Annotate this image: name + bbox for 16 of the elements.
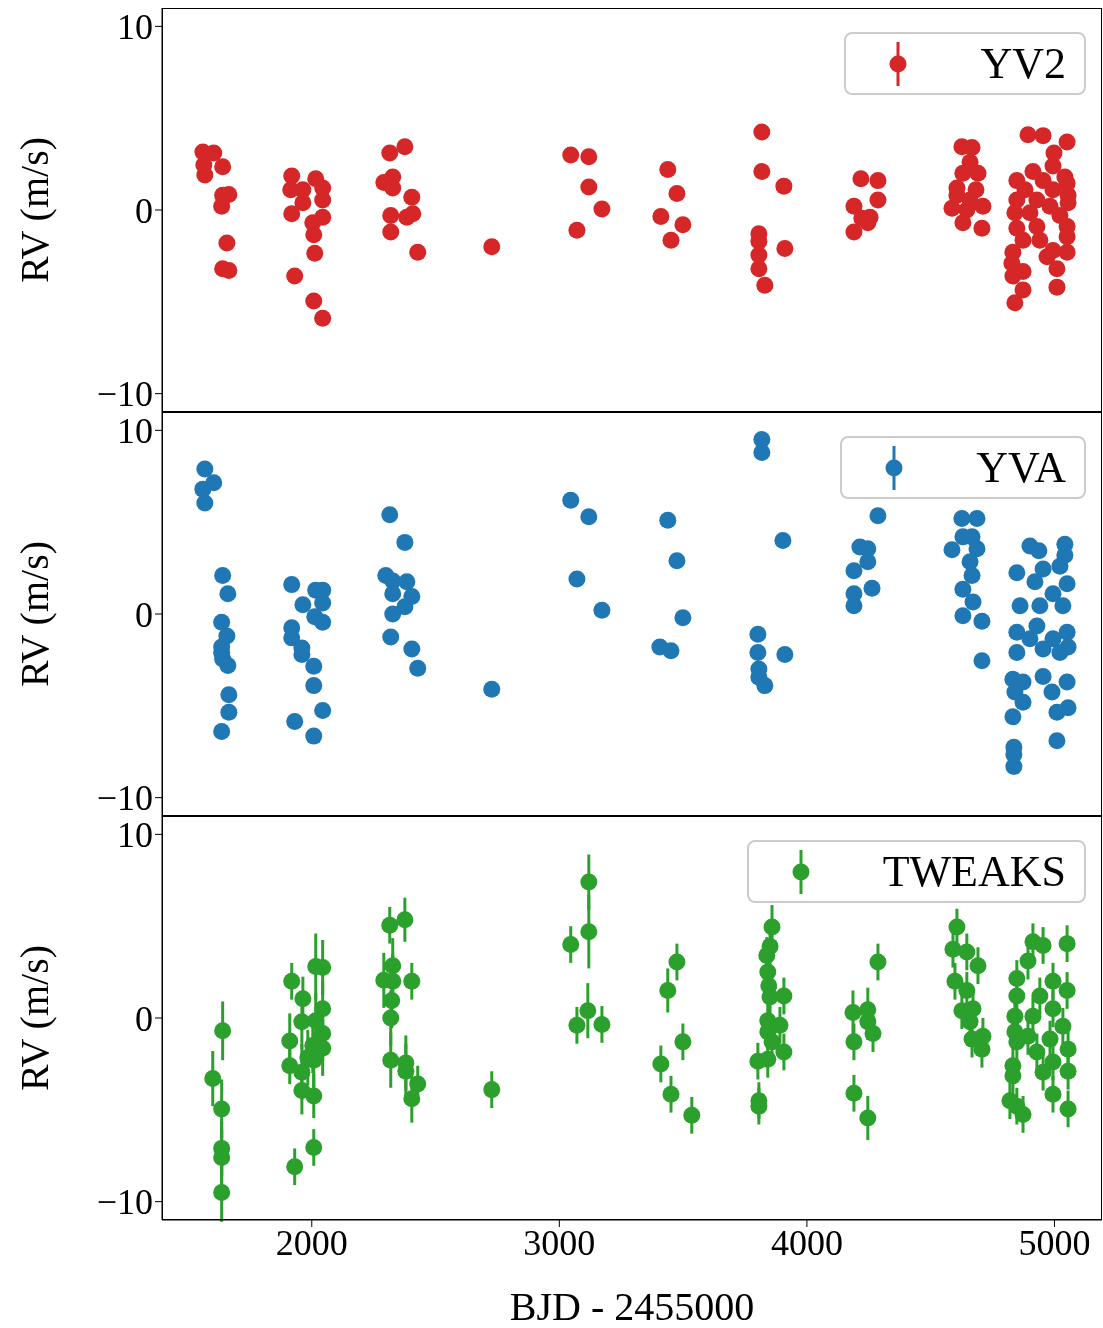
y-tick-label: 10 xyxy=(117,7,153,48)
x-tick-label: 4000 xyxy=(770,1222,843,1263)
legend-label: TWEAKS xyxy=(882,846,1066,897)
y-axis-title: RV (m/s) xyxy=(12,944,58,1092)
x-tick-label: 5000 xyxy=(1018,1222,1091,1263)
y-tick-label: −10 xyxy=(96,1182,153,1223)
y-axis-title: RV (m/s) xyxy=(12,540,58,688)
legend-label: YVA xyxy=(976,442,1066,493)
x-tick-label: 3000 xyxy=(523,1222,596,1263)
y-tick-label: 0 xyxy=(135,190,153,231)
x-axis-title: BJD - 2455000 xyxy=(509,1284,755,1328)
y-axis-title: RV (m/s) xyxy=(12,136,58,284)
x-tick-label: 2000 xyxy=(275,1222,348,1263)
y-tick-label: 0 xyxy=(135,998,153,1039)
y-tick-label: 0 xyxy=(135,594,153,635)
legend-label: YV2 xyxy=(980,38,1066,89)
